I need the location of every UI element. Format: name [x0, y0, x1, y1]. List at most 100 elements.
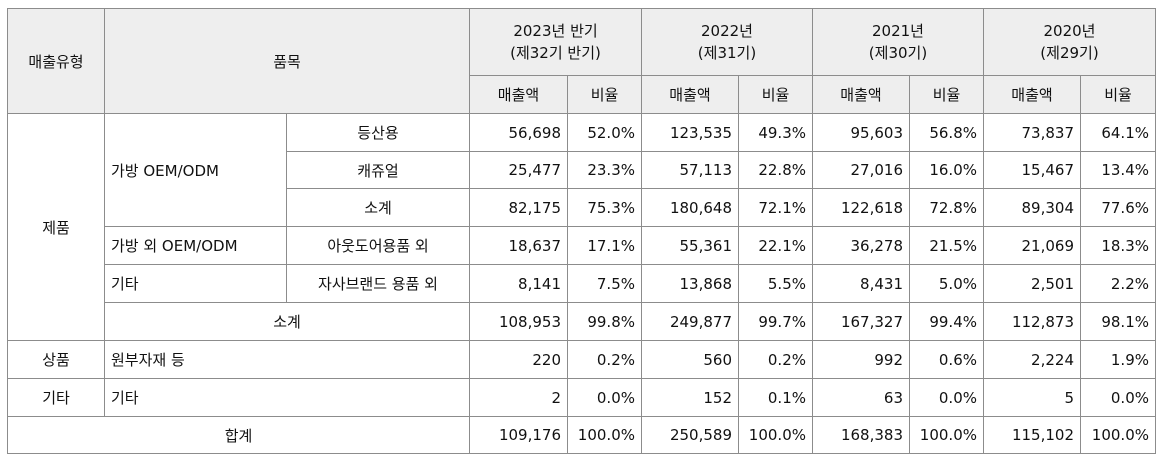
period-term: (제31기) [697, 44, 757, 62]
value-cell: 18,637 [469, 226, 568, 265]
value-cell: 0.2% [567, 340, 642, 379]
value-cell: 0.0% [1080, 378, 1156, 417]
value-cell: 115,102 [983, 416, 1081, 454]
item-detail-cell: 캐쥬얼 [286, 151, 470, 189]
sales-type-cell: 제품 [7, 113, 105, 341]
header-ratio: 비율 [567, 75, 642, 114]
value-cell: 13,868 [641, 264, 739, 303]
item-category-cell: 기타 [104, 264, 287, 303]
period-term: (제30기) [868, 44, 928, 62]
value-cell: 1.9% [1080, 340, 1156, 379]
value-cell: 49.3% [738, 113, 813, 152]
value-cell: 52.0% [567, 113, 642, 152]
value-cell: 0.6% [909, 340, 984, 379]
value-cell: 7.5% [567, 264, 642, 303]
header-period-2020: 2020년 (제29기) [983, 8, 1156, 76]
total-label-cell: 합계 [7, 416, 470, 454]
value-cell: 27,016 [812, 151, 910, 189]
table-row: 소계 82,175 75.3% 180,648 72.1% 122,618 72… [8, 188, 1156, 227]
value-cell: 109,176 [469, 416, 568, 454]
header-subrow: 매출액 비율 매출액 비율 매출액 비율 매출액 비율 [8, 75, 1156, 114]
value-cell: 122,618 [812, 188, 910, 227]
header-sales-amount: 매출액 [812, 75, 910, 114]
value-cell: 56.8% [909, 113, 984, 152]
value-cell: 2,224 [983, 340, 1081, 379]
sales-type-cell: 상품 [7, 340, 105, 379]
value-cell: 100.0% [738, 416, 813, 454]
value-cell: 220 [469, 340, 568, 379]
value-cell: 15,467 [983, 151, 1081, 189]
header-ratio: 비율 [909, 75, 984, 114]
item-category-cell: 가방 외 OEM/ODM [104, 226, 287, 265]
value-cell: 36,278 [812, 226, 910, 265]
value-cell: 2.2% [1080, 264, 1156, 303]
sales-table: 매출유형 품목 2023년 반기 (제32기 반기) 2022년 (제31기) … [7, 8, 1156, 454]
value-cell: 100.0% [567, 416, 642, 454]
value-cell: 89,304 [983, 188, 1081, 227]
value-cell: 13.4% [1080, 151, 1156, 189]
value-cell: 560 [641, 340, 739, 379]
value-cell: 168,383 [812, 416, 910, 454]
item-category-cell: 기타 [104, 378, 470, 417]
value-cell: 8,431 [812, 264, 910, 303]
value-cell: 112,873 [983, 302, 1081, 341]
value-cell: 2 [469, 378, 568, 417]
value-cell: 22.1% [738, 226, 813, 265]
value-cell: 75.3% [567, 188, 642, 227]
value-cell: 57,113 [641, 151, 739, 189]
item-detail-cell: 자사브랜드 용품 외 [286, 264, 470, 303]
header-row: 매출유형 품목 2023년 반기 (제32기 반기) 2022년 (제31기) … [7, 8, 1156, 114]
table-row-total: 합계 109,176 100.0% 250,589 100.0% 168,383… [7, 416, 1156, 454]
value-cell: 82,175 [469, 188, 568, 227]
value-cell: 249,877 [641, 302, 739, 341]
value-cell: 250,589 [641, 416, 739, 454]
value-cell: 25,477 [469, 151, 568, 189]
value-cell: 98.1% [1080, 302, 1156, 341]
value-cell: 100.0% [909, 416, 984, 454]
period-term: (제32기 반기) [510, 44, 601, 62]
item-category-cell: 가방 OEM/ODM [104, 113, 287, 227]
header-item: 품목 [104, 8, 470, 114]
value-cell: 56,698 [469, 113, 568, 152]
table-row: 가방 외 OEM/ODM 아웃도어용품 외 18,637 17.1% 55,36… [8, 226, 1156, 265]
value-cell: 99.7% [738, 302, 813, 341]
value-cell: 55,361 [641, 226, 739, 265]
period-year: 2021년 [872, 22, 924, 40]
value-cell: 16.0% [909, 151, 984, 189]
period-year: 2020년 [1043, 22, 1096, 40]
table-row: 기타 자사브랜드 용품 외 8,141 7.5% 13,868 5.5% 8,4… [8, 264, 1156, 303]
value-cell: 0.1% [738, 378, 813, 417]
value-cell: 18.3% [1080, 226, 1156, 265]
value-cell: 99.4% [909, 302, 984, 341]
value-cell: 23.3% [567, 151, 642, 189]
value-cell: 8,141 [469, 264, 568, 303]
header-sales-amount: 매출액 [641, 75, 739, 114]
item-detail-cell: 소계 [286, 188, 470, 227]
value-cell: 0.0% [909, 378, 984, 417]
header-sales-amount: 매출액 [469, 75, 568, 114]
value-cell: 152 [641, 378, 739, 417]
value-cell: 95,603 [812, 113, 910, 152]
header-ratio: 비율 [1080, 75, 1156, 114]
value-cell: 72.1% [738, 188, 813, 227]
value-cell: 77.6% [1080, 188, 1156, 227]
value-cell: 99.8% [567, 302, 642, 341]
period-year: 2022년 [701, 22, 753, 40]
value-cell: 63 [812, 378, 910, 417]
item-subtotal-cell: 소계 [104, 302, 470, 341]
table-row: 기타 기타 2 0.0% 152 0.1% 63 0.0% 5 0.0% [7, 378, 1156, 417]
table-row: 제품 가방 OEM/ODM 등산용 56,698 52.0% 123,535 4… [7, 113, 1156, 341]
value-cell: 0.2% [738, 340, 813, 379]
header-sales-type: 매출유형 [7, 8, 105, 114]
value-cell: 167,327 [812, 302, 910, 341]
table-row: 소계 108,953 99.8% 249,877 99.7% 167,327 9… [8, 302, 1156, 341]
header-period-2022: 2022년 (제31기) [641, 8, 813, 76]
item-detail-cell: 아웃도어용품 외 [286, 226, 470, 265]
header-period-2021: 2021년 (제30기) [812, 8, 984, 76]
header-sales-amount: 매출액 [983, 75, 1081, 114]
value-cell: 22.8% [738, 151, 813, 189]
value-cell: 5 [983, 378, 1081, 417]
value-cell: 0.0% [567, 378, 642, 417]
value-cell: 64.1% [1080, 113, 1156, 152]
period-term: (제29기) [1040, 44, 1099, 62]
